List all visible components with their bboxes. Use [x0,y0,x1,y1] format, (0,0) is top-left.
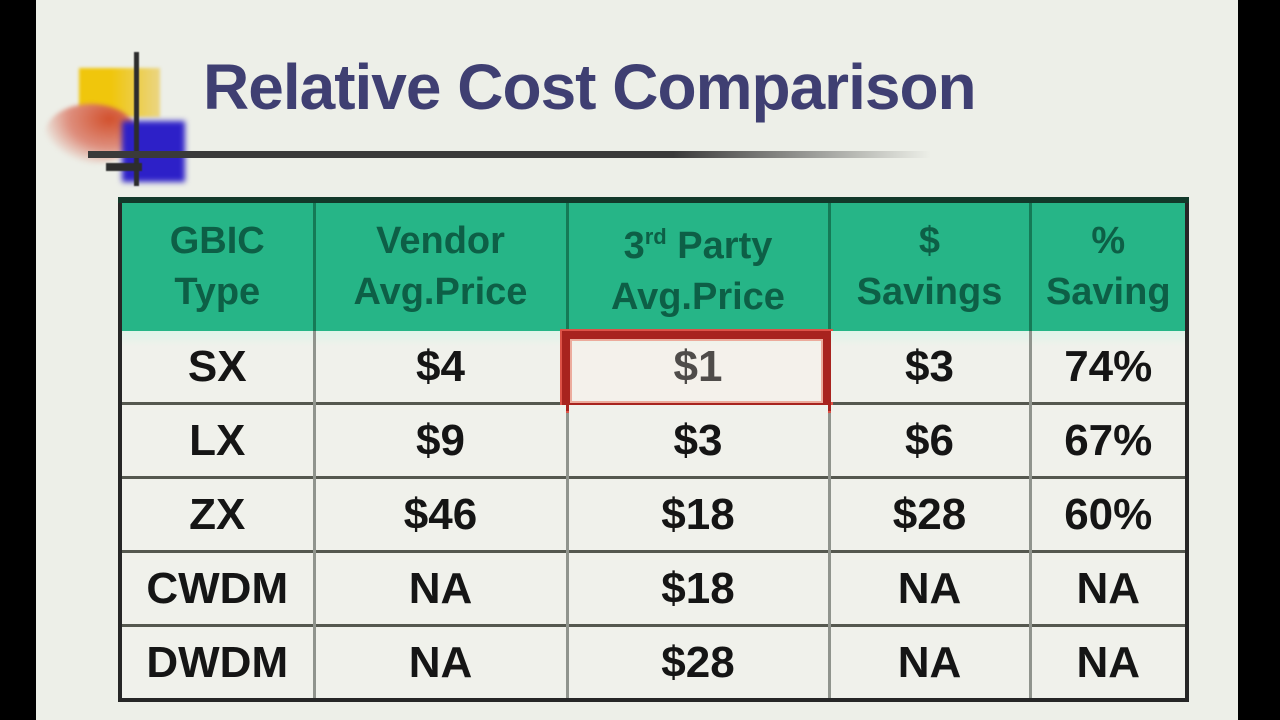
table-header-row: GBIC Type Vendor Avg.Price 3rd Party Avg.Pric… [120,200,1187,331]
cell-dollar-savings: $28 [827,476,1030,552]
cell-dollar-savings: $6 [827,402,1030,478]
cell-dollar-savings: NA [827,624,1030,700]
cell-value: ZX [189,489,246,539]
header-superscript: rd [644,224,667,249]
header-line1: Vendor [316,216,566,267]
cell-value: $4 [416,341,465,391]
cell-percent-saving: 74% [1028,331,1187,404]
cell-vendor-avg-price: NA [312,550,567,626]
cell-gbic-type: LX [120,402,314,478]
cell-third-party-avg-price: $28 [565,624,829,700]
cell-vendor-avg-price: NA [312,624,567,700]
table-header: GBIC Type Vendor Avg.Price 3rd Party Avg.Pric… [120,200,1187,331]
table-row-sx: SX $4 $1 $3 74% [120,329,1187,413]
cell-gbic-type: ZX [120,476,314,552]
pillarbox-right [1238,0,1280,720]
column-header-gbic-type: GBIC Type [120,200,314,331]
cell-value: $18 [661,489,735,539]
pillarbox-left [0,0,36,720]
cell-value: NA [408,563,473,613]
header-line2: Savings [856,271,1003,313]
cell-value: NA [897,563,962,613]
cell-vendor-avg-price: $4 [312,331,567,404]
header-line1: $ [831,216,1029,267]
column-header-vendor-avg-price: Vendor Avg.Price [312,200,567,331]
cost-comparison-table: GBIC Type Vendor Avg.Price 3rd Party Avg.Pric… [118,197,1189,702]
table-row-lx: LX $9 $3 $6 67% [120,402,1187,478]
cell-value: $28 [892,489,967,539]
cell-gbic-type: DWDM [120,624,314,700]
cell-value: 74% [1064,341,1153,391]
column-header-percent-saving: % Saving [1028,200,1187,331]
header-text: GBIC [169,220,265,262]
cell-value: 60% [1064,489,1153,539]
cell-percent-saving: 60% [1028,476,1187,552]
cell-dollar-savings: $3 [827,331,1030,404]
table-row-dwdm: DWDM NA $28 NA NA [120,624,1187,700]
header-text: 3 [623,225,645,267]
cell-value: SX [187,341,247,391]
table-row-zx: ZX $46 $18 $28 60% [120,476,1187,552]
table-body: SX $4 $1 $3 74% LX $9 $3 $6 67% ZX $46 $18 $28 60% CWDM… [120,329,1187,700]
header-line1: % [1032,216,1186,267]
cell-value: $9 [416,415,465,465]
cell-dollar-savings: NA [827,550,1030,626]
header-text: Vendor [376,220,505,262]
cell-value: $18 [661,563,735,613]
cell-value: $6 [905,415,954,465]
cell-value: DWDM [146,637,289,687]
title-underline [88,151,948,158]
table-row-cwdm: CWDM NA $18 NA NA [120,550,1187,626]
header-line2: Saving [1045,271,1171,313]
cell-third-party-avg-price: $18 [565,550,829,626]
cell-value: NA [408,637,473,687]
cell-percent-saving: 67% [1028,402,1187,478]
header-text: % [1091,220,1126,262]
slide: Relative Cost Comparison GBIC Type Vendor A… [36,0,1238,720]
cell-percent-saving: NA [1028,550,1187,626]
cell-value: NA [1076,637,1141,687]
cell-value: CWDM [146,563,289,613]
header-line1: GBIC [122,216,313,267]
header-text: Party [666,225,773,267]
cell-value: 67% [1064,415,1153,465]
cell-vendor-avg-price: $9 [312,402,567,478]
cell-value: $46 [403,489,478,539]
cell-third-party-avg-price: $18 [565,476,829,552]
page-title: Relative Cost Comparison [203,51,977,123]
cell-value: $28 [661,637,735,687]
cell-value: NA [1076,563,1141,613]
cell-value: $3 [673,415,723,465]
cell-vendor-avg-price: $46 [312,476,567,552]
column-header-third-party-avg-price: 3rd Party Avg.Price [565,200,829,331]
cell-gbic-type: CWDM [120,550,314,626]
cell-third-party-avg-price: $1 [559,329,833,413]
cell-percent-saving: NA [1028,624,1187,700]
column-header-dollar-savings: $ Savings [827,200,1030,331]
header-line2: Avg.Price [611,276,785,318]
accent-tick [106,163,142,171]
cell-value: NA [897,637,962,687]
header-line2: Type [174,271,261,313]
header-line1: 3rd Party [569,211,828,272]
cell-gbic-type: SX [120,331,314,404]
cell-third-party-avg-price: $3 [565,402,829,478]
accent-vertical-line [134,52,139,186]
header-line2: Avg.Price [353,271,528,313]
cell-value: LX [189,415,246,465]
header-text: $ [918,220,941,262]
cell-value: $3 [905,341,954,391]
cell-value: $1 [673,341,723,391]
